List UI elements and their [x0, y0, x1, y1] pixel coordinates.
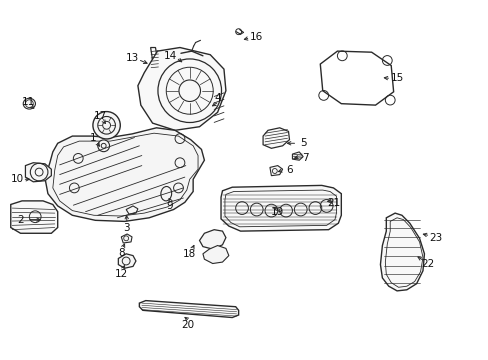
Text: 23: 23	[428, 233, 442, 243]
Text: 4: 4	[214, 93, 221, 103]
Polygon shape	[138, 48, 225, 130]
Text: 7: 7	[302, 153, 308, 163]
Text: 15: 15	[389, 73, 403, 84]
Polygon shape	[11, 201, 58, 233]
Polygon shape	[292, 152, 303, 160]
Text: 9: 9	[166, 201, 173, 211]
Polygon shape	[126, 206, 138, 214]
Text: 14: 14	[163, 51, 177, 61]
Text: 6: 6	[285, 165, 292, 175]
Polygon shape	[269, 166, 282, 176]
Ellipse shape	[161, 186, 171, 201]
Text: 8: 8	[118, 248, 124, 258]
Text: 11: 11	[21, 96, 35, 107]
Polygon shape	[380, 213, 424, 291]
Polygon shape	[199, 230, 225, 249]
Text: 10: 10	[11, 174, 23, 184]
Text: 16: 16	[249, 32, 263, 42]
Polygon shape	[25, 163, 51, 182]
Polygon shape	[203, 246, 228, 264]
Ellipse shape	[23, 98, 36, 109]
Text: 3: 3	[122, 222, 129, 233]
Text: 21: 21	[326, 198, 340, 208]
Polygon shape	[221, 185, 341, 231]
Text: 18: 18	[183, 249, 196, 259]
Text: 1: 1	[89, 132, 96, 143]
Text: 22: 22	[420, 258, 434, 269]
Text: 20: 20	[182, 320, 194, 330]
Text: 5: 5	[299, 138, 306, 148]
Text: 12: 12	[114, 269, 128, 279]
Polygon shape	[45, 128, 204, 221]
Polygon shape	[139, 301, 238, 318]
Circle shape	[93, 112, 120, 139]
Text: 17: 17	[93, 111, 107, 121]
Circle shape	[98, 140, 109, 152]
Polygon shape	[118, 254, 136, 268]
Polygon shape	[263, 128, 289, 148]
Polygon shape	[121, 234, 132, 243]
Text: 19: 19	[270, 207, 284, 217]
Text: 13: 13	[125, 53, 139, 63]
Text: 2: 2	[17, 215, 24, 225]
